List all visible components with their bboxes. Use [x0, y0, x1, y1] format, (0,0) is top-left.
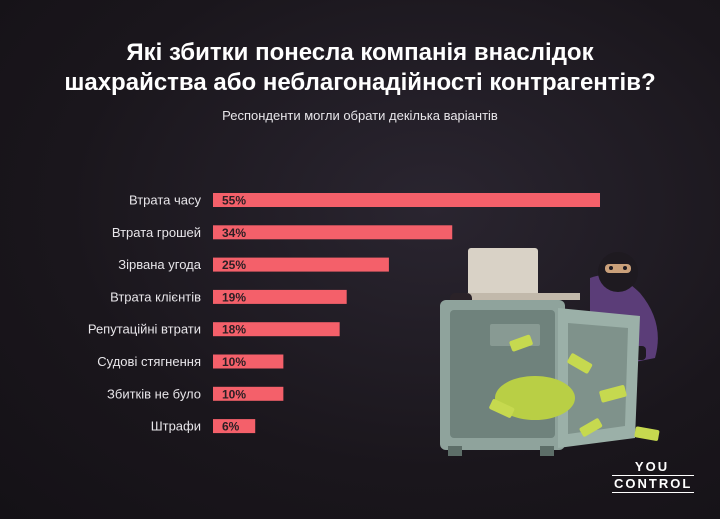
category-label: Втрата грошей — [112, 225, 201, 240]
category-label: Штрафи — [151, 419, 201, 434]
chart-subtitle: Респонденти могли обрати декілька варіан… — [222, 108, 498, 123]
category-label: Зірвана угода — [118, 257, 201, 272]
title-line-2: шахрайства або неблагонадійності контраг… — [64, 69, 656, 96]
category-label: Збитків не було — [107, 386, 201, 401]
bar — [213, 193, 600, 207]
value-label: 34% — [222, 226, 246, 240]
thief-safe-illustration — [440, 248, 660, 456]
bar — [213, 322, 340, 337]
value-label: 55% — [222, 194, 246, 208]
value-label: 18% — [222, 323, 246, 337]
title-line-1: Які збитки понесла компанія внаслідок — [126, 39, 594, 66]
value-label: 10% — [222, 387, 246, 401]
bar — [213, 257, 389, 272]
logo-line-1: YOU — [634, 459, 670, 474]
bar — [213, 225, 453, 240]
category-label: Втрата часу — [129, 193, 202, 208]
chart-title: Які збитки понесла компанія внаслідок ша… — [0, 38, 720, 98]
bar — [213, 354, 284, 369]
logo-line-2: CONTROL — [612, 475, 695, 493]
category-label: Репутаційні втрати — [88, 322, 201, 337]
category-label: Втрата клієнтів — [110, 289, 201, 304]
youcontrol-logo: YOU CONTROL — [612, 459, 695, 493]
value-label: 25% — [222, 258, 246, 272]
value-label: 19% — [222, 290, 246, 304]
value-label: 10% — [222, 355, 246, 369]
category-label: Судові стягнення — [97, 354, 201, 369]
bar — [213, 289, 347, 304]
bar — [213, 386, 284, 401]
value-label: 6% — [222, 420, 240, 434]
bar — [213, 419, 256, 434]
